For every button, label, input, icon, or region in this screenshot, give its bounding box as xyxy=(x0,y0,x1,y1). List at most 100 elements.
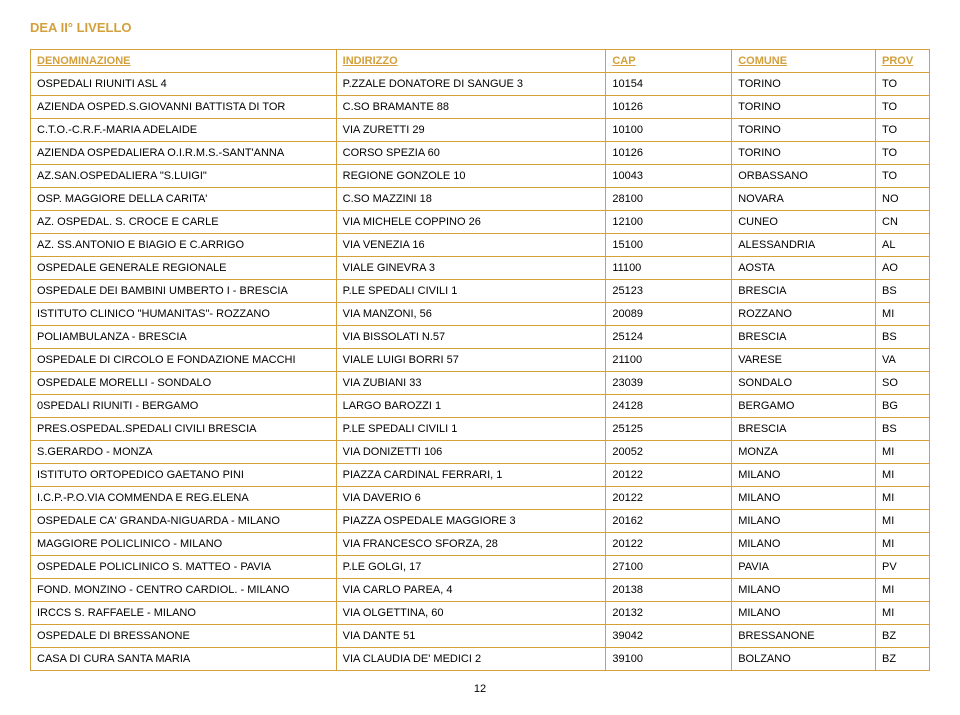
cell-indirizzo: VIA CLAUDIA DE' MEDICI 2 xyxy=(336,648,606,671)
cell-indirizzo: VIA MANZONI, 56 xyxy=(336,303,606,326)
cell-denominazione: AZ.SAN.OSPEDALIERA "S.LUIGI" xyxy=(31,165,337,188)
col-header-indirizzo: INDIRIZZO xyxy=(336,50,606,73)
cell-prov: TO xyxy=(876,165,930,188)
table-row: FOND. MONZINO - CENTRO CARDIOL. - MILANO… xyxy=(31,579,930,602)
page-number: 12 xyxy=(30,683,930,695)
table-row: OSPEDALE DEI BAMBINI UMBERTO I - BRESCIA… xyxy=(31,280,930,303)
cell-comune: MONZA xyxy=(732,441,876,464)
cell-indirizzo: VIA CARLO PAREA, 4 xyxy=(336,579,606,602)
table-row: OSPEDALE DI CIRCOLO E FONDAZIONE MACCHIV… xyxy=(31,349,930,372)
cell-cap: 27100 xyxy=(606,556,732,579)
cell-indirizzo: VIALE GINEVRA 3 xyxy=(336,257,606,280)
cell-indirizzo: VIALE LUIGI BORRI 57 xyxy=(336,349,606,372)
cell-prov: MI xyxy=(876,464,930,487)
header-row: DENOMINAZIONE INDIRIZZO CAP COMUNE PROV xyxy=(31,50,930,73)
cell-prov: MI xyxy=(876,602,930,625)
cell-indirizzo: VIA BISSOLATI N.57 xyxy=(336,326,606,349)
cell-cap: 15100 xyxy=(606,234,732,257)
cell-cap: 10126 xyxy=(606,142,732,165)
cell-indirizzo: C.SO BRAMANTE 88 xyxy=(336,96,606,119)
cell-indirizzo: VIA FRANCESCO SFORZA, 28 xyxy=(336,533,606,556)
table-row: OSP. MAGGIORE DELLA CARITA'C.SO MAZZINI … xyxy=(31,188,930,211)
table-row: MAGGIORE POLICLINICO - MILANOVIA FRANCES… xyxy=(31,533,930,556)
cell-prov: MI xyxy=(876,579,930,602)
cell-indirizzo: LARGO BAROZZI 1 xyxy=(336,395,606,418)
cell-cap: 25124 xyxy=(606,326,732,349)
table-row: ISTITUTO CLINICO "HUMANITAS"- ROZZANOVIA… xyxy=(31,303,930,326)
table-row: 0SPEDALI RIUNITI - BERGAMOLARGO BAROZZI … xyxy=(31,395,930,418)
cell-comune: BOLZANO xyxy=(732,648,876,671)
table-row: AZIENDA OSPEDALIERA O.I.R.M.S.-SANT'ANNA… xyxy=(31,142,930,165)
cell-denominazione: OSPEDALE CA' GRANDA-NIGUARDA - MILANO xyxy=(31,510,337,533)
cell-cap: 10043 xyxy=(606,165,732,188)
cell-cap: 10100 xyxy=(606,119,732,142)
cell-prov: BS xyxy=(876,418,930,441)
cell-indirizzo: CORSO SPEZIA 60 xyxy=(336,142,606,165)
cell-indirizzo: VIA ZUBIANI 33 xyxy=(336,372,606,395)
cell-indirizzo: P.ZZALE DONATORE DI SANGUE 3 xyxy=(336,73,606,96)
cell-cap: 24128 xyxy=(606,395,732,418)
cell-comune: AOSTA xyxy=(732,257,876,280)
cell-denominazione: IRCCS S. RAFFAELE - MILANO xyxy=(31,602,337,625)
table-row: OSPEDALE DI BRESSANONEVIA DANTE 5139042B… xyxy=(31,625,930,648)
cell-cap: 12100 xyxy=(606,211,732,234)
cell-denominazione: ISTITUTO CLINICO "HUMANITAS"- ROZZANO xyxy=(31,303,337,326)
cell-prov: AO xyxy=(876,257,930,280)
cell-cap: 11100 xyxy=(606,257,732,280)
cell-indirizzo: VIA OLGETTINA, 60 xyxy=(336,602,606,625)
cell-prov: TO xyxy=(876,142,930,165)
cell-cap: 39042 xyxy=(606,625,732,648)
cell-cap: 20122 xyxy=(606,487,732,510)
cell-comune: BERGAMO xyxy=(732,395,876,418)
table-row: IRCCS S. RAFFAELE - MILANOVIA OLGETTINA,… xyxy=(31,602,930,625)
table-row: AZ.SAN.OSPEDALIERA "S.LUIGI"REGIONE GONZ… xyxy=(31,165,930,188)
table-row: OSPEDALE CA' GRANDA-NIGUARDA - MILANOPIA… xyxy=(31,510,930,533)
cell-comune: TORINO xyxy=(732,73,876,96)
cell-denominazione: AZIENDA OSPED.S.GIOVANNI BATTISTA DI TOR xyxy=(31,96,337,119)
cell-indirizzo: P.LE SPEDALI CIVILI 1 xyxy=(336,418,606,441)
cell-indirizzo: C.SO MAZZINI 18 xyxy=(336,188,606,211)
cell-cap: 20132 xyxy=(606,602,732,625)
table-row: PRES.OSPEDAL.SPEDALI CIVILI BRESCIAP.LE … xyxy=(31,418,930,441)
cell-cap: 20122 xyxy=(606,464,732,487)
cell-denominazione: OSPEDALE DI BRESSANONE xyxy=(31,625,337,648)
cell-denominazione: AZ. OSPEDAL. S. CROCE E CARLE xyxy=(31,211,337,234)
cell-prov: MI xyxy=(876,441,930,464)
cell-indirizzo: REGIONE GONZOLE 10 xyxy=(336,165,606,188)
table-row: CASA DI CURA SANTA MARIAVIA CLAUDIA DE' … xyxy=(31,648,930,671)
cell-denominazione: OSPEDALE DEI BAMBINI UMBERTO I - BRESCIA xyxy=(31,280,337,303)
cell-comune: MILANO xyxy=(732,510,876,533)
table-row: OSPEDALE MORELLI - SONDALOVIA ZUBIANI 33… xyxy=(31,372,930,395)
cell-indirizzo: VIA DANTE 51 xyxy=(336,625,606,648)
cell-denominazione: S.GERARDO - MONZA xyxy=(31,441,337,464)
cell-denominazione: 0SPEDALI RIUNITI - BERGAMO xyxy=(31,395,337,418)
cell-comune: ROZZANO xyxy=(732,303,876,326)
table-row: S.GERARDO - MONZAVIA DONIZETTI 10620052M… xyxy=(31,441,930,464)
cell-denominazione: OSP. MAGGIORE DELLA CARITA' xyxy=(31,188,337,211)
cell-prov: AL xyxy=(876,234,930,257)
table-row: ISTITUTO ORTOPEDICO GAETANO PINIPIAZZA C… xyxy=(31,464,930,487)
cell-comune: SONDALO xyxy=(732,372,876,395)
cell-cap: 10126 xyxy=(606,96,732,119)
table-row: OSPEDALE POLICLINICO S. MATTEO - PAVIAP.… xyxy=(31,556,930,579)
cell-cap: 20162 xyxy=(606,510,732,533)
cell-denominazione: OSPEDALE POLICLINICO S. MATTEO - PAVIA xyxy=(31,556,337,579)
cell-indirizzo: VIA DAVERIO 6 xyxy=(336,487,606,510)
cell-indirizzo: PIAZZA OSPEDALE MAGGIORE 3 xyxy=(336,510,606,533)
cell-prov: BG xyxy=(876,395,930,418)
cell-comune: BRESSANONE xyxy=(732,625,876,648)
cell-cap: 20122 xyxy=(606,533,732,556)
col-header-comune: COMUNE xyxy=(732,50,876,73)
cell-comune: CUNEO xyxy=(732,211,876,234)
col-header-denominazione: DENOMINAZIONE xyxy=(31,50,337,73)
cell-comune: ALESSANDRIA xyxy=(732,234,876,257)
cell-comune: MILANO xyxy=(732,533,876,556)
cell-comune: BRESCIA xyxy=(732,326,876,349)
cell-indirizzo: P.LE SPEDALI CIVILI 1 xyxy=(336,280,606,303)
cell-comune: PAVIA xyxy=(732,556,876,579)
table-row: OSPEDALE GENERALE REGIONALEVIALE GINEVRA… xyxy=(31,257,930,280)
cell-prov: TO xyxy=(876,96,930,119)
cell-cap: 21100 xyxy=(606,349,732,372)
cell-denominazione: OSPEDALI RIUNITI ASL 4 xyxy=(31,73,337,96)
cell-denominazione: ISTITUTO ORTOPEDICO GAETANO PINI xyxy=(31,464,337,487)
